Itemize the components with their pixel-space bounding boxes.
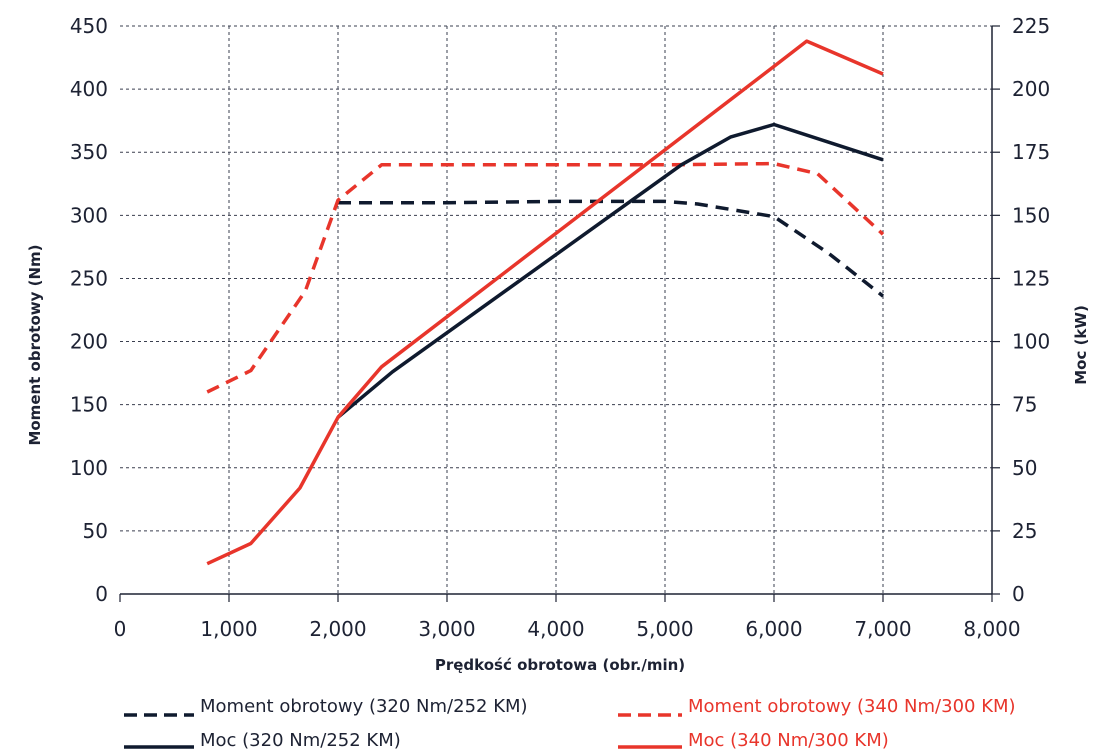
y-left-tick-label: 250 bbox=[70, 266, 108, 290]
y-left-tick-label: 0 bbox=[95, 582, 108, 606]
y-right-tick-label: 125 bbox=[1012, 266, 1050, 290]
y-right-tick-label: 225 bbox=[1012, 14, 1050, 38]
y-left-tick-label: 200 bbox=[70, 330, 108, 354]
y-left-tick-label: 150 bbox=[70, 393, 108, 417]
y-right-tick-label: 0 bbox=[1012, 582, 1025, 606]
y-left-tick-label: 300 bbox=[70, 203, 108, 227]
y-left-tick-label: 400 bbox=[70, 77, 108, 101]
y-right-tick-label: 100 bbox=[1012, 330, 1050, 354]
grid bbox=[120, 25, 992, 594]
y-left-tick-label: 100 bbox=[70, 456, 108, 480]
y-right-tick-label: 200 bbox=[1012, 77, 1050, 101]
series-line-4 bbox=[206, 39, 884, 566]
tick-labels: 0 1,000 2,000 3,000 4,000 5,000 6,000 7,000 8,00… bbox=[70, 14, 1050, 641]
series-lines bbox=[206, 39, 885, 566]
x-tick-label: 0 bbox=[114, 617, 127, 641]
series-line-1 bbox=[338, 199, 885, 298]
x-tick-label: 7,000 bbox=[854, 617, 911, 641]
x-tick-label: 1,000 bbox=[200, 617, 257, 641]
legend: Moment obrotowy (320 Nm/252 KM) Moment ob… bbox=[124, 696, 1016, 751]
x-tick-label: 6,000 bbox=[745, 617, 802, 641]
axes bbox=[119, 25, 1000, 602]
y-right-tick-label: 175 bbox=[1012, 140, 1050, 164]
y-right-tick-label: 50 bbox=[1012, 456, 1037, 480]
y-left-tick-label: 50 bbox=[83, 519, 108, 543]
x-tick-label: 5,000 bbox=[636, 617, 693, 641]
legend-label-2: Moment obrotowy (340 Nm/300 KM) bbox=[688, 696, 1016, 717]
y-axis-left-title: Moment obrotowy (Nm) bbox=[26, 244, 44, 445]
legend-label-3: Moc (320 Nm/252 KM) bbox=[200, 730, 401, 751]
y-right-tick-label: 25 bbox=[1012, 519, 1037, 543]
y-left-tick-label: 450 bbox=[70, 14, 108, 38]
series-line-3 bbox=[336, 122, 884, 419]
y-right-tick-label: 150 bbox=[1012, 203, 1050, 227]
x-axis-title: Prędkość obrotowa (obr./min) bbox=[435, 656, 685, 674]
series-line-2 bbox=[206, 161, 885, 394]
legend-label-1: Moment obrotowy (320 Nm/252 KM) bbox=[200, 696, 528, 717]
x-tick-label: 3,000 bbox=[418, 617, 475, 641]
x-tick-label: 2,000 bbox=[309, 617, 366, 641]
y-axis-right-title: Moc (kW) bbox=[1072, 305, 1090, 385]
y-left-tick-label: 350 bbox=[70, 140, 108, 164]
x-tick-label: 4,000 bbox=[527, 617, 584, 641]
legend-label-4: Moc (340 Nm/300 KM) bbox=[688, 730, 889, 751]
x-tick-label: 8,000 bbox=[963, 617, 1020, 641]
y-right-tick-label: 75 bbox=[1012, 393, 1037, 417]
